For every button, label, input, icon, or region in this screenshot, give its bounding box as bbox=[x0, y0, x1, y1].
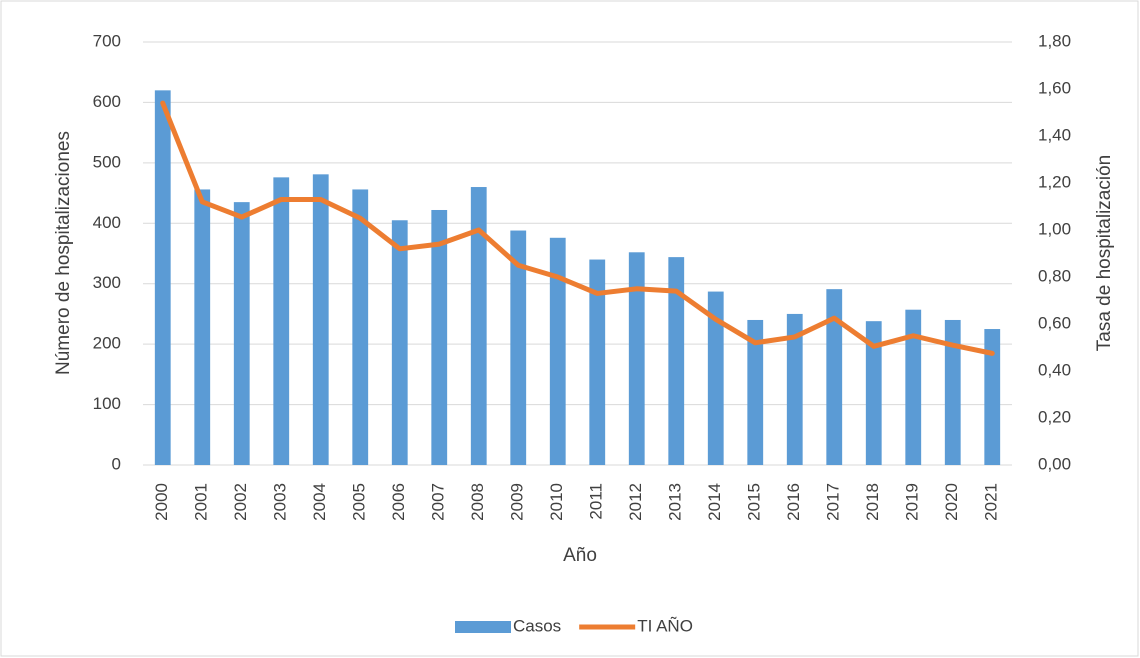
x-axis-title: Año bbox=[563, 545, 597, 566]
y-tick-label: 100 bbox=[93, 394, 121, 413]
x-tick-label: 2020 bbox=[942, 483, 961, 521]
bar bbox=[826, 289, 843, 465]
x-tick-label: 2002 bbox=[231, 483, 250, 521]
y2-axis-title: Tasa de hospitalización bbox=[1094, 155, 1115, 351]
x-tick-label: 2016 bbox=[784, 483, 803, 521]
x-tick-label: 2019 bbox=[903, 483, 922, 521]
x-tick-label: 2001 bbox=[192, 483, 211, 521]
x-tick-label: 2007 bbox=[429, 483, 448, 521]
y-tick-label: 0 bbox=[112, 454, 121, 473]
x-tick-label: 2018 bbox=[863, 483, 882, 521]
legend-swatch bbox=[455, 621, 511, 633]
x-tick-label: 2021 bbox=[982, 483, 1001, 521]
x-tick-label: 2010 bbox=[547, 483, 566, 521]
y2-tick-label: 0,40 bbox=[1038, 360, 1071, 379]
bar bbox=[194, 189, 211, 465]
line bbox=[160, 100, 995, 356]
bar bbox=[154, 90, 171, 465]
x-tick-label: 2009 bbox=[508, 483, 527, 521]
y2-tick-label: 1,80 bbox=[1038, 31, 1071, 50]
y2-tick-label: 0,20 bbox=[1038, 407, 1071, 426]
y2-tick-label: 1,20 bbox=[1038, 172, 1071, 191]
bar bbox=[747, 319, 764, 465]
legend-label: TI AÑO bbox=[637, 616, 693, 635]
bar bbox=[984, 329, 1001, 465]
bar bbox=[549, 237, 566, 465]
y-tick-label: 300 bbox=[93, 273, 121, 292]
bar bbox=[944, 319, 961, 465]
bar bbox=[786, 313, 803, 465]
y2-tick-label: 0,00 bbox=[1038, 454, 1071, 473]
y-tick-label: 400 bbox=[93, 213, 121, 232]
bar bbox=[510, 230, 527, 465]
legend-label: Casos bbox=[513, 616, 561, 635]
x-tick-label: 2003 bbox=[271, 483, 290, 521]
bar bbox=[352, 189, 369, 465]
x-tick-label: 2008 bbox=[468, 483, 487, 521]
y-tick-label: 500 bbox=[93, 152, 121, 171]
x-tick-label: 2014 bbox=[705, 483, 724, 521]
bar bbox=[312, 174, 329, 466]
bar bbox=[391, 220, 408, 465]
y2-tick-label: 0,80 bbox=[1038, 266, 1071, 285]
x-tick-label: 2012 bbox=[626, 483, 645, 521]
y-tick-label: 600 bbox=[93, 92, 121, 111]
x-tick-label: 2015 bbox=[745, 483, 764, 521]
bar bbox=[589, 259, 606, 465]
bar bbox=[233, 202, 250, 465]
y-tick-label: 200 bbox=[93, 334, 121, 353]
x-tick-label: 2011 bbox=[587, 483, 606, 520]
y2-tick-label: 1,40 bbox=[1038, 125, 1071, 144]
x-tick-label: 2000 bbox=[152, 483, 171, 521]
bar bbox=[707, 291, 724, 465]
bar bbox=[668, 257, 685, 465]
bar bbox=[905, 309, 922, 465]
y-axis-title: Número de hospitalizaciones bbox=[53, 131, 74, 375]
bar bbox=[273, 177, 290, 466]
y2-tick-label: 1,00 bbox=[1038, 219, 1071, 238]
bar bbox=[470, 187, 487, 465]
bar bbox=[431, 209, 448, 465]
x-tick-label: 2013 bbox=[666, 483, 685, 521]
bar bbox=[865, 321, 882, 465]
x-tick-label: 2017 bbox=[824, 483, 843, 521]
x-tick-label: 2005 bbox=[350, 483, 369, 521]
y-tick-label: 700 bbox=[93, 31, 121, 50]
y2-tick-label: 0,60 bbox=[1038, 313, 1071, 332]
y2-tick-label: 1,60 bbox=[1038, 78, 1071, 97]
x-tick-label: 2004 bbox=[310, 483, 329, 521]
bar bbox=[628, 252, 645, 465]
x-tick-label: 2006 bbox=[389, 483, 408, 521]
